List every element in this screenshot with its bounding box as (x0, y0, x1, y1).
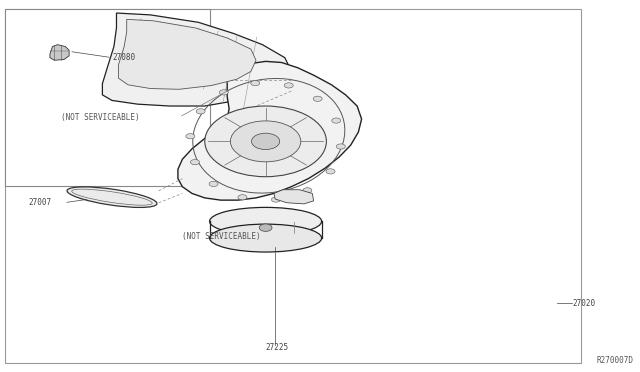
Ellipse shape (67, 187, 157, 208)
Text: R270007D: R270007D (596, 356, 634, 365)
Circle shape (186, 134, 195, 139)
Circle shape (196, 109, 205, 114)
Circle shape (230, 121, 301, 162)
Text: 27225: 27225 (266, 343, 289, 352)
Circle shape (332, 118, 340, 123)
Circle shape (259, 224, 272, 231)
Circle shape (205, 106, 326, 177)
Circle shape (313, 96, 322, 102)
Polygon shape (274, 190, 314, 204)
Text: 27080: 27080 (112, 53, 135, 62)
Circle shape (303, 188, 312, 193)
Polygon shape (118, 19, 256, 89)
Circle shape (337, 144, 346, 149)
Circle shape (251, 80, 260, 86)
Polygon shape (50, 45, 69, 60)
Polygon shape (102, 13, 291, 106)
Circle shape (238, 195, 247, 200)
Circle shape (209, 181, 218, 186)
Text: 27007: 27007 (29, 198, 52, 207)
Text: (NOT SERVICEABLE): (NOT SERVICEABLE) (61, 113, 140, 122)
Circle shape (284, 83, 293, 88)
Circle shape (252, 133, 280, 150)
Circle shape (220, 90, 228, 95)
Circle shape (326, 169, 335, 174)
Ellipse shape (209, 224, 321, 252)
Bar (5, 9, 210, 186)
Polygon shape (178, 61, 362, 200)
Text: 27020: 27020 (573, 299, 596, 308)
Text: (NOT SERVICEABLE): (NOT SERVICEABLE) (182, 232, 261, 241)
Ellipse shape (209, 208, 321, 235)
Circle shape (271, 197, 280, 202)
Circle shape (191, 160, 200, 165)
